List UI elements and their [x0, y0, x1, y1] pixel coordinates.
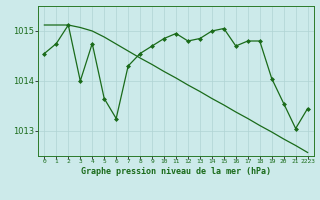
X-axis label: Graphe pression niveau de la mer (hPa): Graphe pression niveau de la mer (hPa) [81, 167, 271, 176]
